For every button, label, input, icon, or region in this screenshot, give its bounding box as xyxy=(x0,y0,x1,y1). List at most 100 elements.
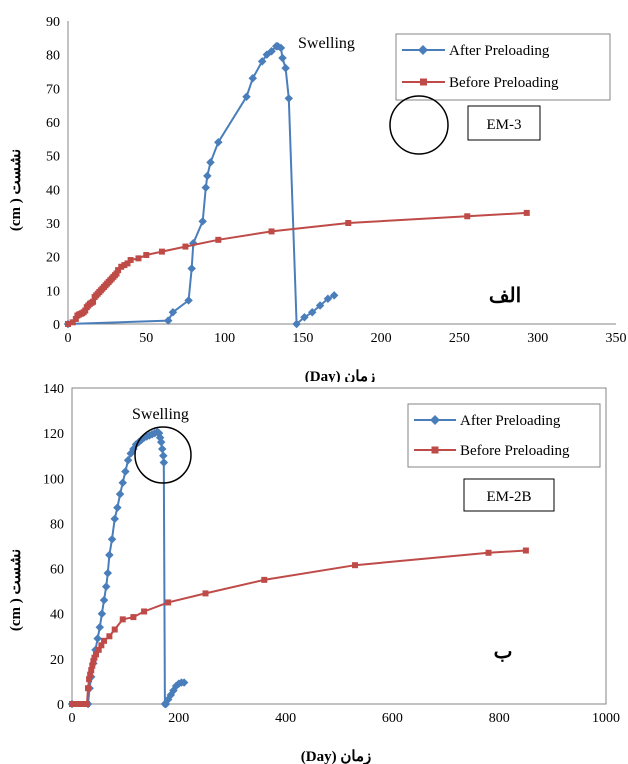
data-point xyxy=(242,92,251,101)
legend-before-marker xyxy=(431,446,439,454)
data-point xyxy=(522,547,529,554)
y-tick-label: 40 xyxy=(46,183,60,198)
y-tick-label: 90 xyxy=(46,15,60,30)
data-point xyxy=(201,183,211,192)
data-point xyxy=(83,701,90,707)
data-point xyxy=(65,321,71,327)
chart-em3: 0 50 100 150 200 250 300 350 0 10 20 30 40 50 60 70 80 9… xyxy=(8,15,627,382)
legend-after-label: After Preloading xyxy=(460,413,561,429)
y-tick-label: 70 xyxy=(46,82,60,97)
data-point xyxy=(143,251,150,258)
x-tick-label: 150 xyxy=(292,331,313,346)
legend-before-label: Before Preloading xyxy=(460,443,570,459)
data-point xyxy=(119,616,126,623)
series-line-after-preloading xyxy=(67,45,335,327)
data-point xyxy=(118,263,125,270)
data-point xyxy=(113,503,122,512)
data-point xyxy=(79,701,86,707)
data-point xyxy=(485,549,492,556)
data-point xyxy=(72,315,79,322)
data-point xyxy=(90,658,97,665)
data-point xyxy=(141,608,148,615)
data-point xyxy=(121,262,128,269)
data-point xyxy=(113,270,120,277)
y-tick-label: 40 xyxy=(50,608,64,623)
tag-box xyxy=(463,478,555,512)
legend-before-label: Before Preloading xyxy=(449,75,559,91)
x-tick-label: 0 xyxy=(69,711,76,726)
data-point xyxy=(182,243,189,250)
data-point xyxy=(214,137,223,147)
data-point xyxy=(85,685,92,692)
x-tick-label: 100 xyxy=(214,331,235,346)
data-point xyxy=(69,319,76,326)
y-tick-label: 120 xyxy=(43,427,64,442)
data-point xyxy=(276,43,286,53)
x-tick-label: 350 xyxy=(606,331,627,346)
y-tick-label: 50 xyxy=(46,150,60,165)
data-point xyxy=(93,634,102,643)
panel-label: ب xyxy=(494,641,513,663)
data-point xyxy=(91,654,98,661)
y-tick-label: 0 xyxy=(57,698,64,713)
data-point xyxy=(268,228,275,235)
data-point xyxy=(352,562,359,569)
legend-box xyxy=(407,403,601,468)
data-point xyxy=(248,73,257,83)
tag-label: EM-3 xyxy=(487,117,522,133)
data-point xyxy=(121,467,130,476)
data-point xyxy=(165,599,172,606)
data-point xyxy=(95,646,102,653)
data-point xyxy=(86,676,93,683)
data-point xyxy=(99,595,109,605)
data-point xyxy=(284,94,294,103)
x-tick-label: 200 xyxy=(371,331,392,346)
y-tick-label: 60 xyxy=(46,116,60,131)
data-point xyxy=(168,307,178,317)
y-tick-label: 20 xyxy=(50,653,64,668)
data-point xyxy=(308,307,317,317)
data-point xyxy=(97,609,107,618)
x-tick-label: 50 xyxy=(139,331,153,346)
data-point xyxy=(106,633,113,640)
data-point xyxy=(163,316,173,325)
tag-box xyxy=(467,105,541,141)
data-point xyxy=(98,642,105,649)
series-lines xyxy=(63,42,530,329)
x-axis-label: زمان (Day) xyxy=(305,369,375,382)
data-point xyxy=(89,662,96,669)
data-point xyxy=(202,590,209,597)
data-point xyxy=(95,623,105,632)
series-line-before-preloading xyxy=(72,549,526,705)
data-point xyxy=(69,701,75,707)
highlight-circle xyxy=(389,95,449,155)
data-point xyxy=(82,307,89,314)
data-point xyxy=(111,626,118,633)
legend-after-label: After Preloading xyxy=(449,43,550,59)
y-tick-label: 10 xyxy=(46,284,60,299)
x-tick-label: 1000 xyxy=(592,711,620,726)
data-point xyxy=(110,514,119,524)
data-point xyxy=(281,63,290,73)
x-tick-label: 250 xyxy=(449,331,470,346)
data-point xyxy=(206,158,215,167)
legend-box xyxy=(395,33,611,101)
data-point xyxy=(123,455,133,465)
highlight-circle xyxy=(134,426,192,484)
data-point xyxy=(107,534,117,544)
series-line-before-preloading xyxy=(67,211,527,325)
y-tick-label: 80 xyxy=(50,517,64,532)
x-tick-label: 800 xyxy=(489,711,510,726)
data-point xyxy=(105,550,114,560)
data-point xyxy=(198,217,207,226)
data-point xyxy=(464,213,471,220)
data-point xyxy=(278,53,287,63)
data-point xyxy=(74,701,81,707)
y-axis-label: نشست ( cm) xyxy=(8,149,24,231)
data-point xyxy=(93,651,100,658)
panel-label: الف xyxy=(489,285,521,307)
data-point xyxy=(323,294,333,303)
data-point xyxy=(103,568,113,578)
data-point xyxy=(257,57,267,66)
y-axis-label: نشست ( cm) xyxy=(8,549,24,631)
